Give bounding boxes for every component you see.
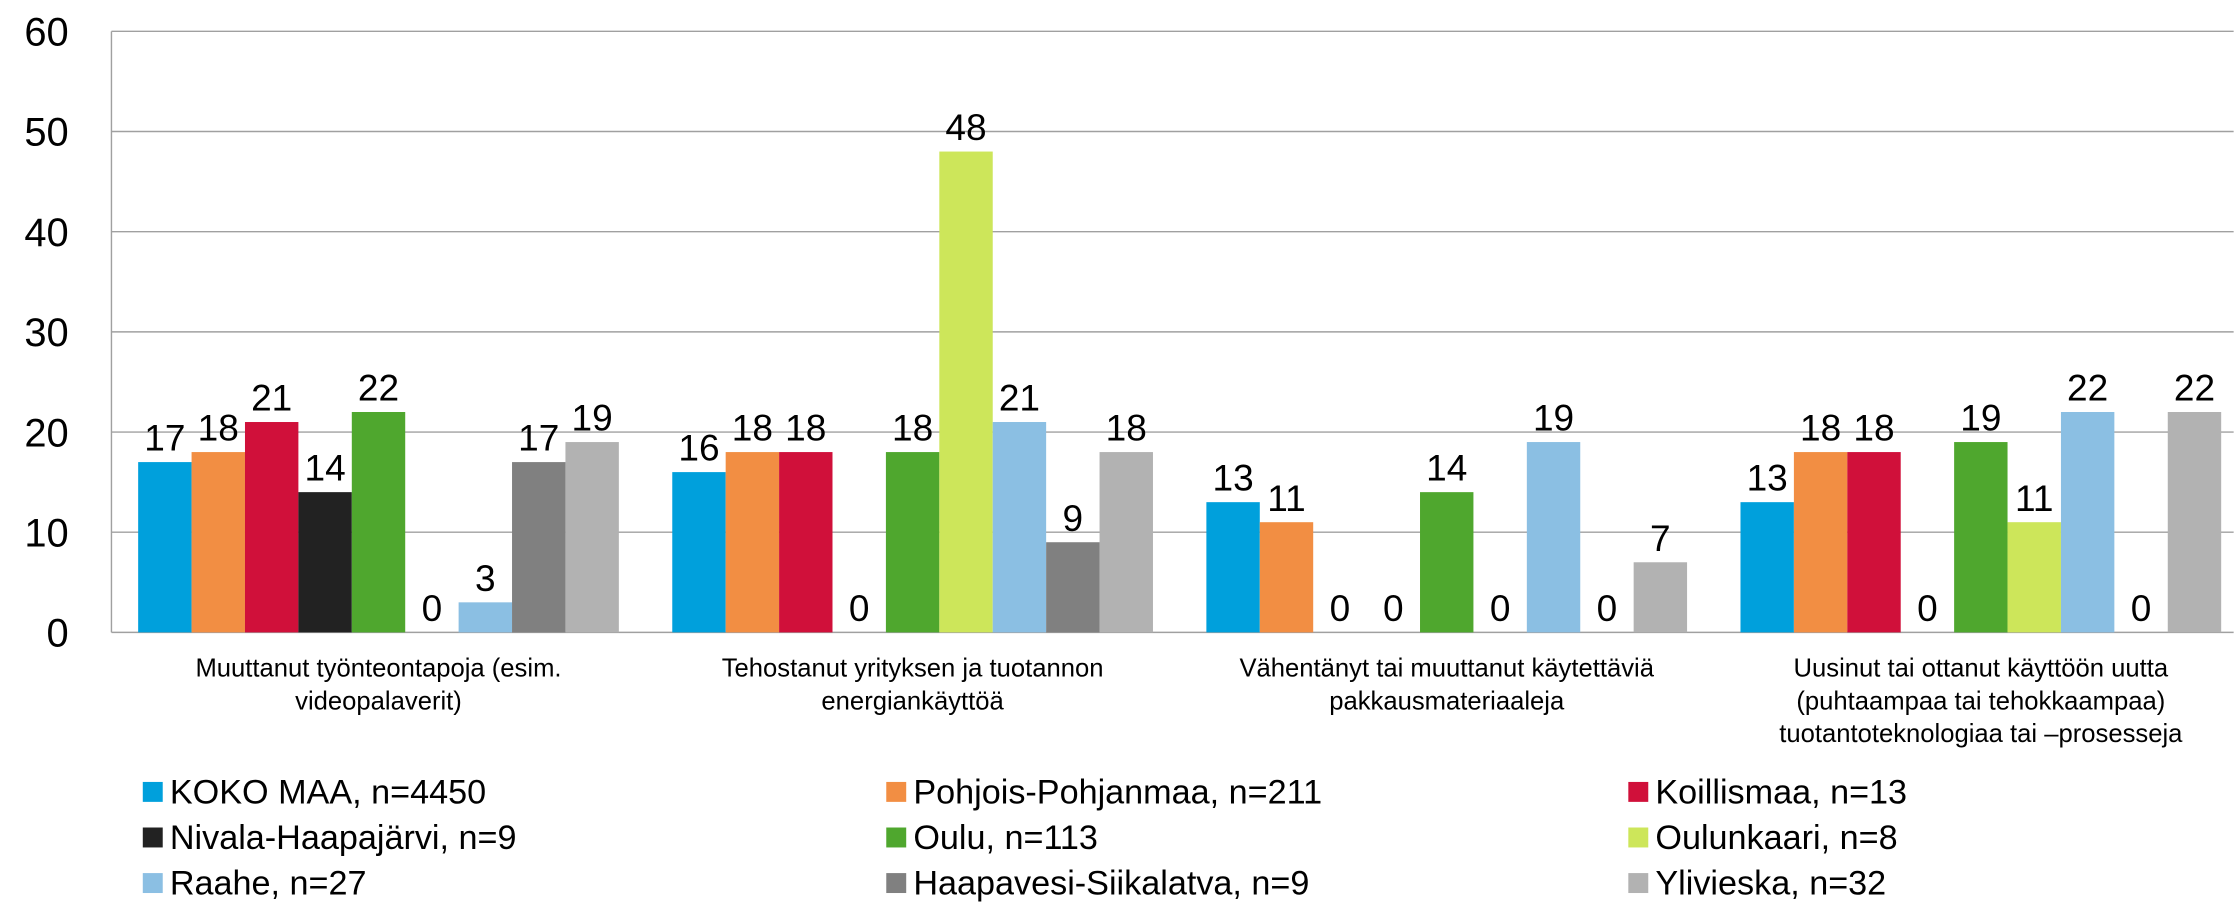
bar bbox=[458, 602, 513, 633]
value-label: 21 bbox=[251, 377, 292, 419]
x-tick-label: Vähentänyt tai muuttanut käytettäviä pakk… bbox=[1239, 655, 1654, 716]
bar bbox=[1526, 442, 1581, 633]
value-label: 14 bbox=[305, 447, 346, 489]
y-tick-label: 40 bbox=[24, 211, 68, 255]
legend-swatch bbox=[142, 781, 163, 802]
value-label: 18 bbox=[1106, 407, 1147, 449]
bar bbox=[244, 422, 299, 633]
value-label: 14 bbox=[1426, 447, 1467, 489]
x-tick-label: Uusinut tai ottanut käyttöön uutta (puhta… bbox=[1779, 655, 2183, 749]
bar bbox=[1847, 452, 1901, 633]
value-label: 17 bbox=[144, 417, 185, 459]
bar bbox=[1046, 542, 1100, 633]
value-label: 0 bbox=[1383, 587, 1404, 629]
value-label: 21 bbox=[999, 377, 1040, 419]
y-tick-label: 30 bbox=[24, 311, 68, 355]
bar bbox=[672, 472, 726, 633]
value-label: 0 bbox=[2131, 587, 2152, 629]
bar bbox=[565, 442, 619, 633]
y-tick-label: 60 bbox=[24, 11, 68, 55]
value-label: 11 bbox=[2015, 477, 2053, 519]
legend-label: KOKO MAA, n=4450 bbox=[170, 773, 486, 811]
bar bbox=[2007, 522, 2061, 633]
bar bbox=[2060, 411, 2115, 633]
y-tick-label: 50 bbox=[24, 111, 68, 155]
value-label: 18 bbox=[732, 407, 773, 449]
value-label: 48 bbox=[945, 106, 986, 148]
x-tick-label: Tehostanut yrityksen ja tuotannon energia… bbox=[722, 655, 1104, 716]
value-label: 19 bbox=[1960, 397, 2001, 439]
bar bbox=[1420, 492, 1474, 633]
bar bbox=[725, 452, 780, 633]
value-label: 18 bbox=[785, 407, 826, 449]
bar bbox=[1633, 562, 1688, 633]
legend-swatch bbox=[1628, 827, 1649, 848]
bar bbox=[1954, 442, 2008, 633]
legend-label: Raahe, n=27 bbox=[170, 864, 367, 902]
value-label: 22 bbox=[2067, 367, 2108, 409]
value-label: 7 bbox=[1650, 517, 1671, 559]
legend-swatch bbox=[886, 873, 907, 894]
y-tick-label: 0 bbox=[47, 612, 69, 656]
bar bbox=[191, 452, 245, 633]
legend-swatch bbox=[1628, 781, 1649, 802]
bar bbox=[1259, 522, 1314, 633]
value-label: 3 bbox=[475, 557, 496, 599]
value-label: 22 bbox=[358, 367, 399, 409]
bar bbox=[885, 452, 940, 633]
value-label: 17 bbox=[518, 417, 559, 459]
value-label: 18 bbox=[198, 407, 239, 449]
legend-label: Haapavesi-Siikalatva, n=9 bbox=[913, 864, 1309, 902]
value-label: 18 bbox=[1800, 407, 1841, 449]
legend-label: Oulunkaari, n=8 bbox=[1655, 819, 1897, 857]
legend-swatch bbox=[886, 827, 907, 848]
legend-label: Pohjois-Pohjanmaa, n=211 bbox=[913, 773, 1322, 811]
bar bbox=[1793, 452, 1848, 633]
bar bbox=[939, 151, 993, 633]
x-tick-label: Muuttanut työnteontapoja (esim. videopala… bbox=[195, 655, 561, 716]
value-label: 11 bbox=[1267, 477, 1305, 519]
y-tick-label: 10 bbox=[24, 511, 68, 555]
value-label: 18 bbox=[1853, 407, 1894, 449]
bar bbox=[2167, 411, 2222, 633]
legend-swatch bbox=[142, 873, 163, 894]
bar bbox=[779, 452, 833, 633]
value-label: 19 bbox=[1533, 397, 1574, 439]
bar bbox=[512, 462, 566, 633]
value-label: 0 bbox=[849, 587, 870, 629]
value-label: 0 bbox=[1330, 587, 1351, 629]
bar bbox=[298, 492, 352, 633]
value-label: 0 bbox=[422, 587, 443, 629]
bar bbox=[138, 462, 192, 633]
value-label: 0 bbox=[1917, 587, 1938, 629]
legend-label: Oulu, n=113 bbox=[913, 819, 1098, 857]
value-label: 13 bbox=[1747, 457, 1788, 499]
value-label: 13 bbox=[1212, 457, 1253, 499]
bar bbox=[1740, 502, 1794, 633]
bar bbox=[1206, 502, 1260, 633]
value-label: 22 bbox=[2174, 367, 2215, 409]
legend-swatch bbox=[886, 781, 907, 802]
bar bbox=[992, 422, 1047, 633]
legend-swatch bbox=[1628, 873, 1649, 894]
legend-label: Nivala-Haapajärvi, n=9 bbox=[170, 819, 517, 857]
value-label: 18 bbox=[892, 407, 933, 449]
legend-label: Koillismaa, n=13 bbox=[1655, 773, 1907, 811]
value-label: 19 bbox=[572, 397, 613, 439]
legend-swatch bbox=[142, 827, 163, 848]
value-label: 0 bbox=[1597, 587, 1618, 629]
y-tick-label: 20 bbox=[24, 411, 68, 455]
value-label: 9 bbox=[1063, 497, 1084, 539]
bar bbox=[351, 411, 406, 633]
value-label: 0 bbox=[1490, 587, 1511, 629]
legend-label: Ylivieska, n=32 bbox=[1655, 864, 1886, 902]
bar bbox=[1099, 452, 1153, 633]
value-label: 16 bbox=[678, 427, 719, 469]
